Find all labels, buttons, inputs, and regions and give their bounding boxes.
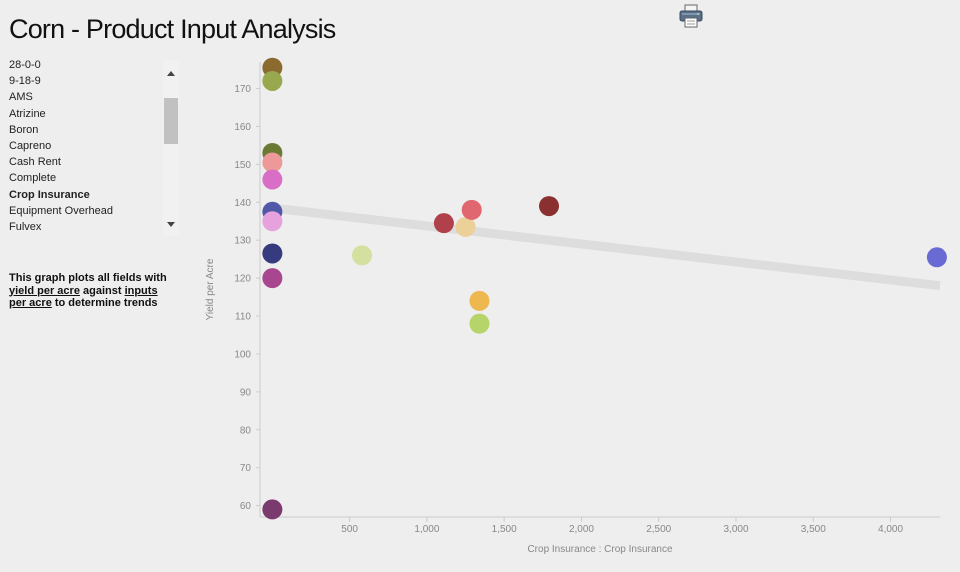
data-point — [262, 499, 283, 520]
triangle-up-icon — [167, 71, 175, 76]
y-tick-label: 120 — [234, 274, 251, 285]
list-item[interactable]: 28-0-0 — [9, 60, 41, 71]
x-tick-label: 3,500 — [801, 524, 826, 535]
data-point — [539, 196, 559, 217]
y-tick-label: 60 — [240, 501, 252, 512]
x-tick-label: 500 — [341, 524, 358, 535]
y-tick-label: 90 — [240, 387, 252, 398]
page-title: Corn - Product Input Analysis — [9, 14, 336, 44]
print-button[interactable] — [678, 4, 704, 28]
trend-line — [271, 203, 941, 291]
data-point — [461, 199, 482, 220]
data-point — [262, 70, 283, 91]
list-item[interactable]: Fulvex — [9, 220, 42, 233]
scroll-up-button[interactable] — [163, 66, 179, 82]
y-tick-label: 150 — [234, 160, 251, 171]
x-tick-label: 1,500 — [492, 524, 517, 535]
list-item[interactable]: Boron — [9, 123, 39, 136]
x-axis-title: Crop Insurance : Crop Insurance — [527, 544, 673, 555]
product-list[interactable]: 28-0-0 9-18-9 AMS Atrizine Boron Capreno Cash … — [0, 60, 180, 236]
list-item[interactable]: Capreno — [9, 139, 52, 152]
graph-description: This graph plots all fields with yield p… — [9, 272, 174, 310]
data-point — [262, 211, 283, 232]
x-tick-label: 2,000 — [569, 524, 594, 535]
list-item[interactable]: Crop Insurance — [9, 188, 90, 201]
list-item[interactable]: 9-18-9 — [9, 75, 41, 88]
description-middle: against — [79, 284, 125, 297]
list-item[interactable]: Complete — [9, 172, 57, 185]
printer-icon — [679, 4, 703, 28]
data-point — [262, 268, 283, 289]
data-point — [262, 169, 283, 190]
description-suffix: to determine trends — [51, 297, 158, 309]
y-tick-label: 130 — [234, 236, 251, 247]
data-point — [469, 290, 490, 311]
data-point — [262, 243, 283, 264]
y-tick-label: 110 — [235, 312, 251, 323]
x-tick-label: 3,000 — [723, 524, 748, 535]
data-point — [926, 247, 947, 268]
y-tick-label: 70 — [240, 463, 252, 474]
list-scrollbar[interactable] — [163, 60, 179, 236]
yield-per-acre-term: yield per acre — [9, 284, 80, 297]
y-tick-label: 170 — [234, 84, 251, 95]
description-prefix: This graph plots all fields with — [9, 272, 167, 284]
triangle-down-icon — [167, 222, 175, 227]
scroll-down-button[interactable] — [163, 216, 179, 232]
data-point — [433, 213, 454, 234]
x-tick-label: 4,000 — [878, 524, 903, 535]
list-item[interactable]: Atrizine — [9, 107, 46, 120]
data-point — [469, 313, 490, 334]
y-axis-title: Yield per Acre — [205, 258, 216, 320]
inputs-per-acre-term: inputs per acre — [9, 284, 158, 310]
data-point — [352, 245, 372, 266]
scroll-thumb[interactable] — [164, 98, 178, 144]
y-tick-label: 100 — [234, 349, 251, 360]
x-tick-label: 1,000 — [414, 524, 439, 535]
data-point — [455, 216, 476, 237]
scatter-chart: 60 70 80 90 100 110 120 130 140 150 160 170 500 1,000… — [205, 57, 947, 555]
list-item[interactable]: AMS — [9, 91, 33, 104]
product-list-items: 28-0-0 9-18-9 AMS Atrizine Boron Capreno Cash … — [9, 60, 159, 235]
x-tick-label: 2,500 — [646, 524, 671, 535]
y-tick-label: 80 — [240, 425, 252, 436]
y-tick-label: 140 — [234, 198, 251, 209]
list-item[interactable]: Cash Rent — [9, 156, 61, 169]
y-tick-label: 160 — [234, 122, 251, 133]
data-point — [262, 152, 283, 173]
list-item[interactable]: Equipment Overhead — [9, 204, 113, 217]
